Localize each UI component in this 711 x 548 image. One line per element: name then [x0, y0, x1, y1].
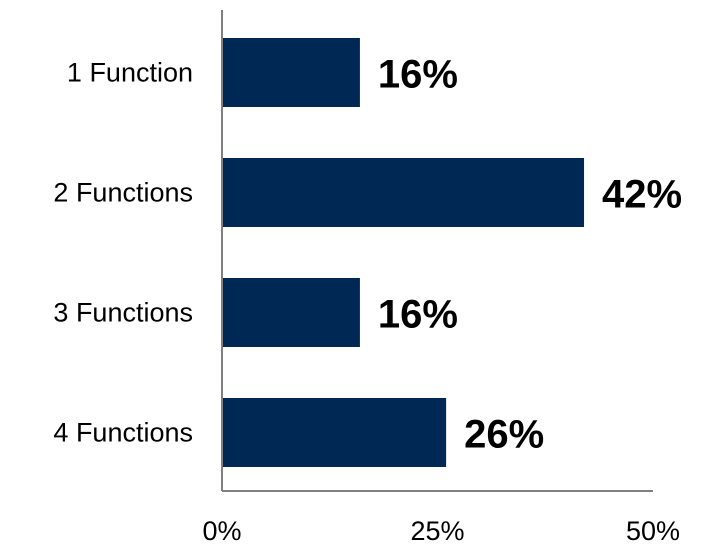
category-label-4: 4 Functions	[53, 418, 193, 448]
bars-group	[222, 38, 585, 467]
data-labels: 16% 42% 16% 26%	[378, 53, 682, 457]
x-tick-labels: 0% 25% 50%	[202, 516, 680, 546]
category-label-2: 2 Functions	[53, 178, 193, 208]
category-labels: 1 Function 2 Functions 3 Functions 4 Functi…	[53, 58, 193, 448]
axes	[221, 10, 653, 492]
bar-2	[222, 158, 585, 227]
category-label-3: 3 Functions	[53, 298, 193, 328]
bar-3	[222, 278, 360, 347]
bar-1	[222, 38, 360, 107]
data-label-1: 16%	[378, 53, 458, 97]
bar-4	[222, 398, 447, 467]
data-label-4: 26%	[464, 413, 544, 457]
x-tick-label-3: 50%	[626, 516, 680, 546]
x-tick-label-2: 25%	[410, 516, 464, 546]
x-tick-label-1: 0%	[202, 516, 241, 546]
category-label-1: 1 Function	[67, 58, 193, 88]
data-label-3: 16%	[378, 293, 458, 337]
data-label-2: 42%	[602, 173, 682, 217]
